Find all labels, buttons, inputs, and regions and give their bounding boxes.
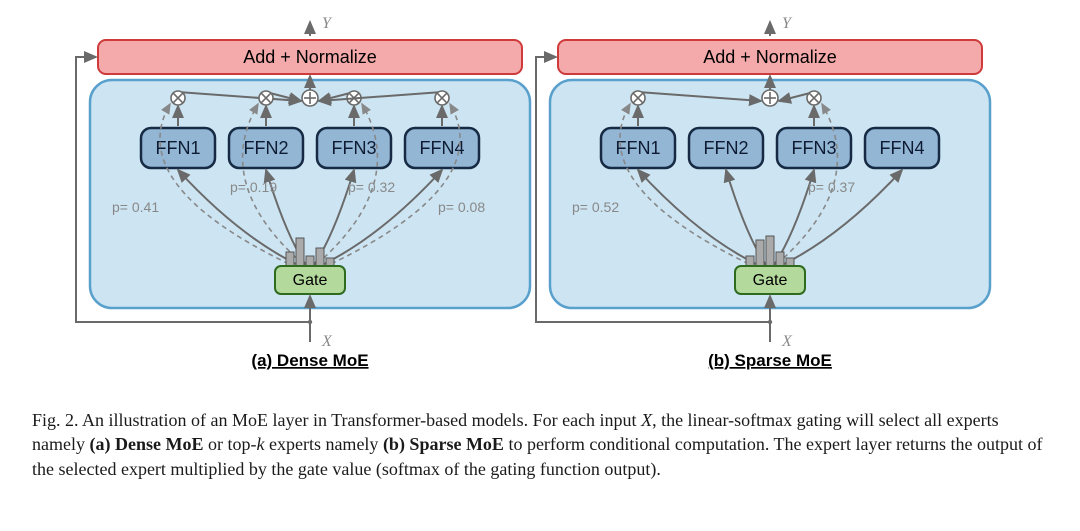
prob-label: p= 0.37 [808, 179, 855, 195]
panel-caption: (b) Sparse MoE [708, 351, 832, 370]
gate-bar [286, 252, 294, 266]
gate-bar [746, 256, 754, 266]
gate-label: Gate [753, 272, 788, 289]
gate-bar [296, 238, 304, 266]
prob-label: p= 0.19 [230, 179, 277, 195]
expert-label: FFN3 [332, 138, 377, 158]
moe-diagram: YAdd + NormalizeFFN1FFN2FFN3FFN4p= 0.41p… [0, 0, 1080, 400]
expert-label: FFN3 [792, 138, 837, 158]
prob-label: p= 0.41 [112, 199, 159, 215]
gate-bar [326, 258, 334, 266]
gate-bar [786, 258, 794, 266]
gate-bar [756, 240, 764, 266]
panel-caption: (a) Dense MoE [251, 351, 368, 370]
x-label: X [321, 333, 333, 350]
figure-caption: Fig. 2. An illustration of an MoE layer … [32, 408, 1048, 481]
addnorm-label: Add + Normalize [243, 47, 377, 67]
gate-bar [316, 248, 324, 266]
gate-bar [776, 252, 784, 266]
prob-label: p= 0.32 [348, 179, 395, 195]
prob-label: p= 0.52 [572, 199, 619, 215]
expert-label: FFN2 [244, 138, 289, 158]
gate-bar [306, 256, 314, 266]
x-label: X [781, 333, 793, 350]
expert-label: FFN4 [880, 138, 925, 158]
gate-bar [766, 236, 774, 266]
prob-label: p= 0.08 [438, 199, 485, 215]
y-label: Y [322, 15, 333, 32]
y-label: Y [782, 15, 793, 32]
expert-label: FFN2 [704, 138, 749, 158]
gate-label: Gate [293, 272, 328, 289]
addnorm-label: Add + Normalize [703, 47, 837, 67]
